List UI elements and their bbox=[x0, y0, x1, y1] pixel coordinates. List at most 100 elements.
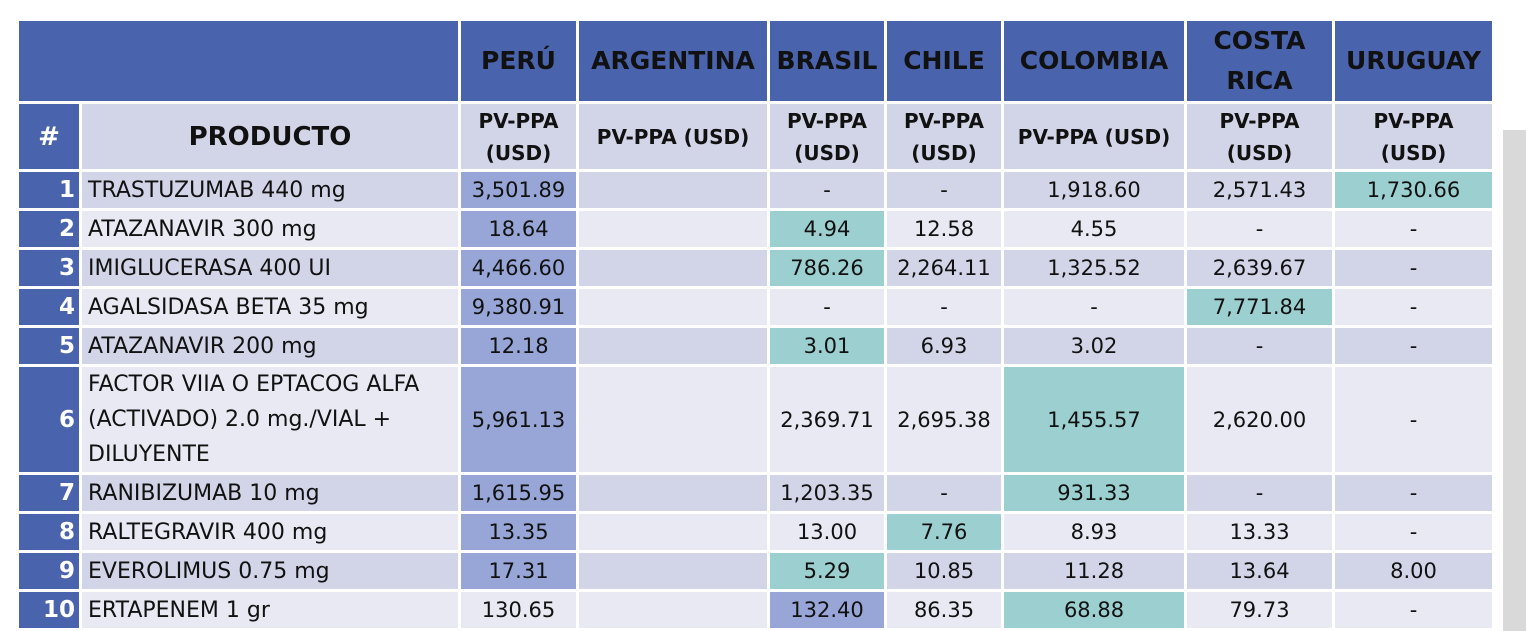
price-cell-uruguay: - bbox=[1335, 211, 1492, 247]
country-header-costa-rica: COSTA RICA bbox=[1187, 21, 1332, 101]
price-cell-uruguay: 8.00 bbox=[1335, 553, 1492, 589]
row-number: 3 bbox=[19, 250, 79, 286]
product-name: RALTEGRAVIR 400 mg bbox=[82, 514, 458, 550]
price-cell-peru: 4,466.60 bbox=[461, 250, 576, 286]
country-header-uruguay: URUGUAY bbox=[1335, 21, 1492, 101]
product-name: EVEROLIMUS 0.75 mg bbox=[82, 553, 458, 589]
price-cell-chile: - bbox=[887, 172, 1001, 208]
price-cell-colombia: 11.28 bbox=[1004, 553, 1184, 589]
price-cell-colombia: 1,918.60 bbox=[1004, 172, 1184, 208]
price-cell-costa-rica: 2,571.43 bbox=[1187, 172, 1332, 208]
row-number: 4 bbox=[19, 289, 79, 325]
price-cell-uruguay: - bbox=[1335, 514, 1492, 550]
country-header-peru: PERÚ bbox=[461, 21, 576, 101]
price-header-brasil: PV-PPA (USD) bbox=[770, 104, 884, 169]
price-cell-brasil: 2,369.71 bbox=[770, 367, 884, 472]
price-cell-costa-rica: 2,620.00 bbox=[1187, 367, 1332, 472]
product-column-header: PRODUCTO bbox=[82, 104, 458, 169]
country-header-chile: CHILE bbox=[887, 21, 1001, 101]
price-cell-colombia: 8.93 bbox=[1004, 514, 1184, 550]
product-name: ATAZANAVIR 200 mg bbox=[82, 328, 458, 364]
price-cell-peru: 9,380.91 bbox=[461, 289, 576, 325]
price-comparison-table: PERÚ ARGENTINA BRASIL CHILE COLOMBIA COS… bbox=[16, 18, 1495, 631]
product-name: IMIGLUCERASA 400 UI bbox=[82, 250, 458, 286]
price-cell-brasil: 786.26 bbox=[770, 250, 884, 286]
row-number: 10 bbox=[19, 592, 79, 628]
price-cell-uruguay: 1,730.66 bbox=[1335, 172, 1492, 208]
price-cell-peru: 13.35 bbox=[461, 514, 576, 550]
scrollbar[interactable] bbox=[1503, 130, 1526, 631]
price-header-argentina: PV-PPA (USD) bbox=[579, 104, 767, 169]
price-cell-costa-rica: - bbox=[1187, 328, 1332, 364]
price-cell-uruguay: - bbox=[1335, 289, 1492, 325]
country-header-brasil: BRASIL bbox=[770, 21, 884, 101]
price-cell-chile: 2,695.38 bbox=[887, 367, 1001, 472]
row-number: 5 bbox=[19, 328, 79, 364]
price-header-chile: PV-PPA (USD) bbox=[887, 104, 1001, 169]
product-name: FACTOR VIIA O EPTACOG ALFA (ACTIVADO) 2.… bbox=[82, 367, 458, 472]
header-corner bbox=[19, 21, 458, 101]
number-column-header: # bbox=[19, 104, 79, 169]
price-cell-colombia: 1,325.52 bbox=[1004, 250, 1184, 286]
price-cell-uruguay: - bbox=[1335, 328, 1492, 364]
country-header-row: PERÚ ARGENTINA BRASIL CHILE COLOMBIA COS… bbox=[19, 21, 1492, 101]
table-row: 8 RALTEGRAVIR 400 mg 13.35 13.00 7.76 8.93 13.… bbox=[19, 514, 1492, 550]
price-cell-chile: 6.93 bbox=[887, 328, 1001, 364]
table-row: 6 FACTOR VIIA O EPTACOG ALFA (ACTIVADO) 2… bbox=[19, 367, 1492, 472]
price-cell-uruguay: - bbox=[1335, 592, 1492, 628]
table-row: 3 IMIGLUCERASA 400 UI 4,466.60 786.26 2,264.… bbox=[19, 250, 1492, 286]
price-cell-argentina bbox=[579, 367, 767, 472]
price-cell-argentina bbox=[579, 328, 767, 364]
price-header-costa-rica: PV-PPA (USD) bbox=[1187, 104, 1332, 169]
price-cell-brasil: 1,203.35 bbox=[770, 475, 884, 511]
price-cell-chile: 86.35 bbox=[887, 592, 1001, 628]
price-cell-colombia: 931.33 bbox=[1004, 475, 1184, 511]
price-cell-brasil: - bbox=[770, 289, 884, 325]
price-cell-costa-rica: 13.33 bbox=[1187, 514, 1332, 550]
price-cell-brasil: 132.40 bbox=[770, 592, 884, 628]
price-cell-argentina bbox=[579, 514, 767, 550]
table-row: 9 EVEROLIMUS 0.75 mg 17.31 5.29 10.85 11.28 13… bbox=[19, 553, 1492, 589]
column-header-row: # PRODUCTO PV-PPA (USD) PV-PPA (USD) PV-… bbox=[19, 104, 1492, 169]
price-cell-peru: 18.64 bbox=[461, 211, 576, 247]
price-cell-peru: 3,501.89 bbox=[461, 172, 576, 208]
price-cell-chile: 10.85 bbox=[887, 553, 1001, 589]
price-cell-peru: 12.18 bbox=[461, 328, 576, 364]
price-cell-argentina bbox=[579, 553, 767, 589]
table-row: 4 AGALSIDASA BETA 35 mg 9,380.91- - -7,771.8… bbox=[19, 289, 1492, 325]
price-cell-chile: 2,264.11 bbox=[887, 250, 1001, 286]
price-cell-brasil: 5.29 bbox=[770, 553, 884, 589]
price-cell-colombia: 4.55 bbox=[1004, 211, 1184, 247]
price-cell-uruguay: - bbox=[1335, 475, 1492, 511]
row-number: 9 bbox=[19, 553, 79, 589]
price-cell-colombia: 3.02 bbox=[1004, 328, 1184, 364]
price-cell-argentina bbox=[579, 250, 767, 286]
price-cell-chile: - bbox=[887, 289, 1001, 325]
price-cell-argentina bbox=[579, 172, 767, 208]
price-cell-peru: 1,615.95 bbox=[461, 475, 576, 511]
row-number: 1 bbox=[19, 172, 79, 208]
price-cell-uruguay: - bbox=[1335, 250, 1492, 286]
row-number: 2 bbox=[19, 211, 79, 247]
price-cell-costa-rica: 79.73 bbox=[1187, 592, 1332, 628]
price-cell-chile: - bbox=[887, 475, 1001, 511]
price-cell-brasil: 4.94 bbox=[770, 211, 884, 247]
price-header-colombia: PV-PPA (USD) bbox=[1004, 104, 1184, 169]
table-row: 5 ATAZANAVIR 200 mg 12.18 3.01 6.93 3.02- - bbox=[19, 328, 1492, 364]
country-header-argentina: ARGENTINA bbox=[579, 21, 767, 101]
table-row: 10 ERTAPENEM 1 gr 130.65 132.40 86.35 68.88 79… bbox=[19, 592, 1492, 628]
price-cell-colombia: 68.88 bbox=[1004, 592, 1184, 628]
price-cell-costa-rica: 13.64 bbox=[1187, 553, 1332, 589]
table-body: 1 TRASTUZUMAB 440 mg 3,501.89- -1,918.60 2,5… bbox=[19, 172, 1492, 628]
table-row: 2 ATAZANAVIR 300 mg 18.64 4.94 12.58 4.55- - bbox=[19, 211, 1492, 247]
price-cell-argentina bbox=[579, 592, 767, 628]
table-row: 7 RANIBIZUMAB 10 mg 1,615.95 1,203.35-931.3… bbox=[19, 475, 1492, 511]
price-cell-brasil: 3.01 bbox=[770, 328, 884, 364]
price-header-peru: PV-PPA (USD) bbox=[461, 104, 576, 169]
table-row: 1 TRASTUZUMAB 440 mg 3,501.89- -1,918.60 2,5… bbox=[19, 172, 1492, 208]
product-name: ERTAPENEM 1 gr bbox=[82, 592, 458, 628]
product-name: ATAZANAVIR 300 mg bbox=[82, 211, 458, 247]
price-cell-chile: 7.76 bbox=[887, 514, 1001, 550]
price-cell-costa-rica: - bbox=[1187, 475, 1332, 511]
price-cell-colombia: - bbox=[1004, 289, 1184, 325]
